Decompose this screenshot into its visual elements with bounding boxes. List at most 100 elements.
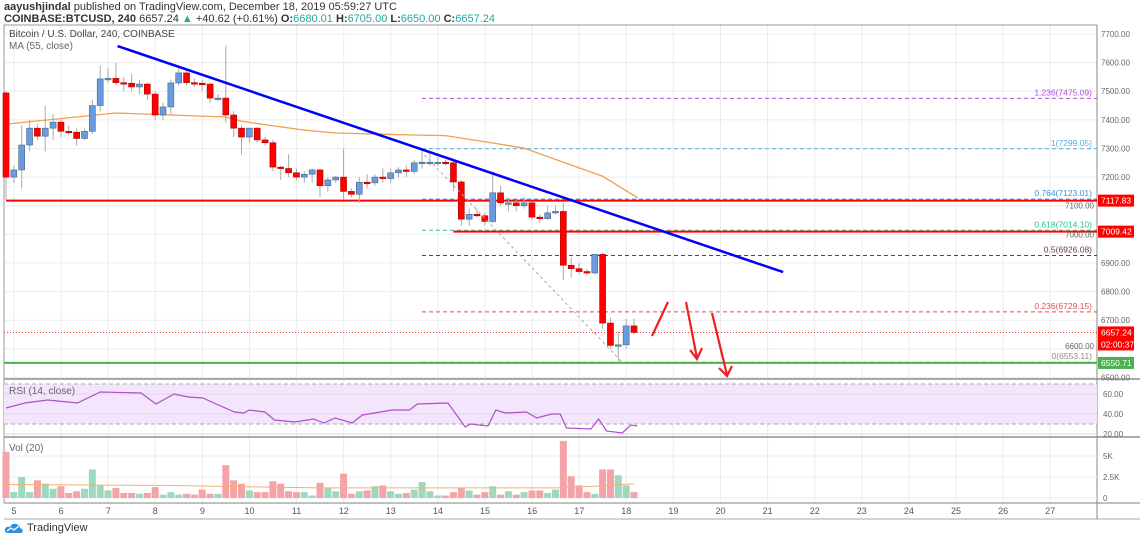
low-label: L: [390, 13, 401, 25]
volume-bar-down [112, 487, 120, 498]
bar-countdown: 02:00:37 [1101, 339, 1134, 349]
volume-tick-label: 0 [1103, 494, 1108, 503]
volume-bar-down [630, 492, 638, 498]
candle-up [49, 121, 57, 129]
last-price: 6657.24 [139, 13, 179, 25]
candle-down [481, 215, 489, 222]
x-tick-label: 6 [59, 506, 64, 516]
x-tick-label: 11 [292, 506, 301, 516]
volume-bar-up [410, 489, 418, 498]
volume-bar-down [261, 492, 269, 498]
candle-down [512, 202, 520, 207]
x-tick-label: 8 [153, 506, 158, 516]
price-tick-label: 6900.00 [1101, 259, 1130, 268]
candle-up [489, 192, 497, 222]
volume-bar-down [33, 480, 41, 498]
publish-text: published on TradingView.com, December 1… [73, 1, 397, 13]
candle-up [434, 161, 442, 165]
candle-down [112, 78, 120, 83]
volume-bar-down [277, 483, 285, 498]
tradingview-brand: TradingView [27, 522, 88, 534]
candle-down [151, 93, 159, 116]
candle-up [410, 162, 418, 172]
volume-bar-down [457, 487, 465, 498]
candle-up [355, 181, 363, 195]
high-label: H: [335, 13, 348, 25]
support-price-tag [1098, 356, 1134, 369]
candle-down [363, 181, 371, 185]
volume-bar-up [426, 491, 434, 498]
candle-up [159, 106, 167, 116]
volume-bar-down [347, 493, 355, 498]
volume-tick-label: 2.5K [1103, 473, 1120, 482]
x-tick-label: 20 [715, 506, 725, 516]
candle-down [2, 92, 10, 178]
rsi-tick-label: 40.00 [1103, 410, 1124, 419]
rsi-line [5, 391, 638, 434]
candle-down [144, 83, 151, 95]
volume-bar-down [73, 491, 81, 498]
volume-bar-up [504, 491, 512, 498]
candle-up [418, 161, 426, 165]
volume-bar-down [253, 492, 261, 498]
price-tick-label: 6700.00 [1101, 316, 1130, 325]
axes: 5 6 7 8 9 10 11 12 13 14 15 16 17 18 19 20 21 22 23 24 25 26 2… [11, 30, 1134, 516]
price-change: +40.62 (+0.61%) [195, 13, 278, 25]
candle-up [622, 325, 630, 346]
volume-bar-up [245, 490, 253, 498]
candle-down [65, 131, 73, 134]
volume-bar-up [214, 493, 222, 498]
x-tick-label: 13 [386, 506, 396, 516]
candle-down [34, 127, 41, 137]
author[interactable]: aayushjindal [4, 1, 71, 13]
candle-down [583, 271, 591, 274]
volume-bar-down [575, 485, 583, 498]
down-arrow-icon [684, 301, 704, 362]
candle-down [198, 82, 206, 86]
rsi-band [4, 384, 1097, 424]
low-value: 6650.00 [400, 13, 441, 25]
volume-bar-up [418, 482, 426, 498]
x-tick-label: 27 [1045, 506, 1055, 516]
last-price-label: 6657.24 [1101, 327, 1132, 337]
volume-bar-down [206, 493, 214, 498]
candle-up [81, 131, 88, 139]
volume-bar-up [544, 492, 552, 498]
volume-bar-down [57, 486, 65, 498]
candle-down [277, 166, 285, 169]
candle-up [41, 127, 49, 137]
volume-bar-up [26, 492, 34, 498]
volume-bar-up [167, 492, 175, 498]
candle-up [520, 202, 528, 207]
candle-down [457, 181, 465, 220]
volume-bar-up [41, 483, 49, 498]
rsi-legend: RSI (14, close) [9, 386, 75, 397]
volume-bar-up [135, 493, 143, 498]
candle-up [591, 254, 599, 274]
candle-down [269, 142, 277, 168]
candle-down [528, 202, 536, 218]
candle-down [497, 192, 504, 204]
volume-bar-down [2, 451, 10, 498]
open-value: 6680.01 [293, 13, 333, 25]
x-tick-label: 9 [200, 506, 205, 516]
candle-up [395, 169, 402, 174]
price-tick-label: 7600.00 [1101, 59, 1130, 68]
price-tick-label: 6500.00 [1101, 373, 1130, 382]
volume-bar-down [536, 490, 544, 498]
candle-down [442, 161, 449, 165]
volume-bar-up [18, 477, 26, 498]
volume-bar-down [285, 491, 293, 498]
volume-bar-up [489, 486, 497, 498]
volume-bar-up [465, 490, 473, 498]
volume-bar-up [395, 493, 402, 498]
candle-up [387, 172, 394, 179]
volume-bar-down [449, 492, 457, 498]
volume-bar-down [269, 481, 277, 498]
candle-down [575, 268, 583, 272]
tradingview-cloud-icon [4, 523, 23, 533]
symbol: COINBASE:BTCUSD, 240 [4, 13, 137, 25]
tradingview-logo[interactable]: TradingView [4, 522, 88, 534]
drawings[interactable] [117, 44, 784, 378]
